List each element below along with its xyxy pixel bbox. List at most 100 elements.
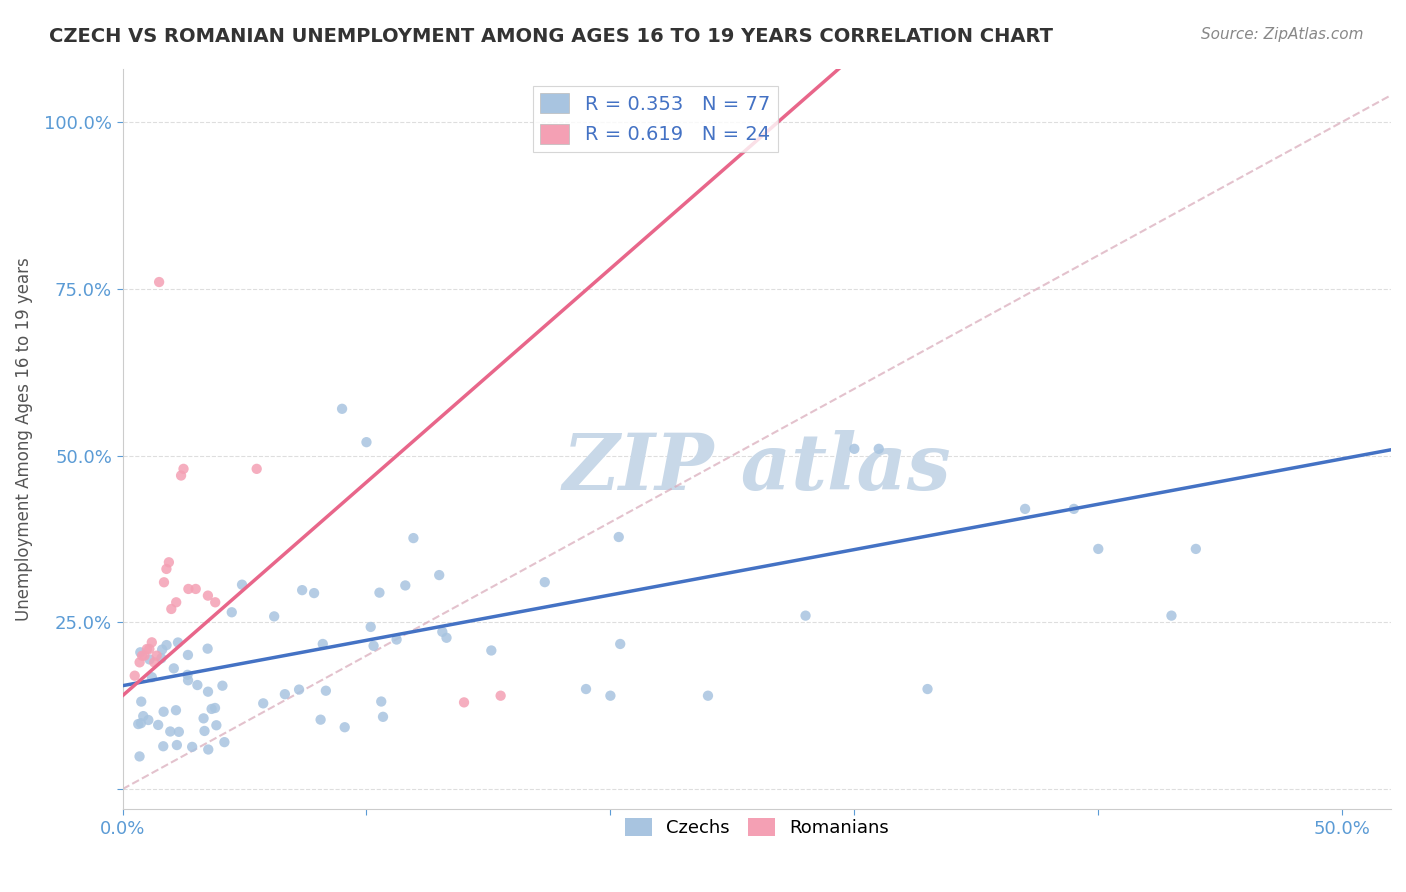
Point [128,749,150,764]
Point [153,575,176,590]
Point [214,735,236,749]
Point [360,620,382,634]
Point [197,589,219,603]
Point [181,739,204,754]
Point [432,624,454,639]
Point [197,684,219,698]
Point [291,583,314,598]
Point [186,678,208,692]
Point [330,401,353,416]
Point [609,637,631,651]
Point [252,697,274,711]
Point [274,687,297,701]
Point [201,702,224,716]
Point [197,742,219,756]
Point [146,718,169,732]
Point [177,582,200,596]
Point [131,648,153,663]
Y-axis label: Unemployment Among Ages 16 to 19 years: Unemployment Among Ages 16 to 19 years [15,257,32,621]
Point [166,738,188,752]
Point [129,645,152,659]
Point [1063,502,1085,516]
Point [221,605,243,619]
Point [489,689,512,703]
Point [155,562,177,576]
Point [263,609,285,624]
Point [599,689,621,703]
Point [356,435,378,450]
Point [333,720,356,734]
Point [533,575,555,590]
Point [394,578,416,592]
Point [211,679,233,693]
Point [1185,541,1208,556]
Point [184,582,207,596]
Point [165,703,187,717]
Point [150,651,173,665]
Point [868,442,890,456]
Point [197,641,219,656]
Point [141,635,163,649]
Point [127,717,149,731]
Text: Source: ZipAtlas.com: Source: ZipAtlas.com [1201,27,1364,42]
Point [150,642,173,657]
Point [575,681,598,696]
Point [160,602,183,616]
Point [124,669,146,683]
Point [231,577,253,591]
Text: CZECH VS ROMANIAN UNEMPLOYMENT AMONG AGES 16 TO 19 YEARS CORRELATION CHART: CZECH VS ROMANIAN UNEMPLOYMENT AMONG AGE… [49,27,1053,45]
Point [148,275,170,289]
Point [173,462,195,476]
Point [145,648,167,663]
Point [246,462,269,476]
Point [143,656,166,670]
Point [134,648,156,663]
Point [917,681,939,696]
Text: ZIP atlas: ZIP atlas [562,430,950,507]
Point [165,595,187,609]
Point [363,639,385,653]
Point [157,555,180,569]
Point [138,652,160,666]
Point [170,468,193,483]
Point [1087,541,1109,556]
Point [315,683,337,698]
Point [204,701,226,715]
Point [167,635,190,649]
Point [436,631,458,645]
Point [141,670,163,684]
Point [479,643,502,657]
Point [176,668,198,682]
Point [129,695,152,709]
Point [138,642,160,657]
Point [128,656,150,670]
Point [205,718,228,732]
Point [136,713,159,727]
Point [312,637,335,651]
Point [309,713,332,727]
Point [402,531,425,545]
Point [167,724,190,739]
Point [132,709,155,723]
Point [794,608,817,623]
Point [385,632,408,647]
Point [288,682,311,697]
Point [427,568,450,582]
Point [302,586,325,600]
Point [844,442,866,456]
Point [453,695,475,709]
Point [152,705,174,719]
Point [371,710,394,724]
Point [155,638,177,652]
Point [368,585,391,599]
Point [607,530,630,544]
Point [163,661,186,675]
Point [204,595,226,609]
Point [193,723,215,738]
Point [370,694,392,708]
Point [1160,608,1182,623]
Point [697,689,720,703]
Point [1014,502,1036,516]
Point [159,724,181,739]
Point [177,648,200,662]
